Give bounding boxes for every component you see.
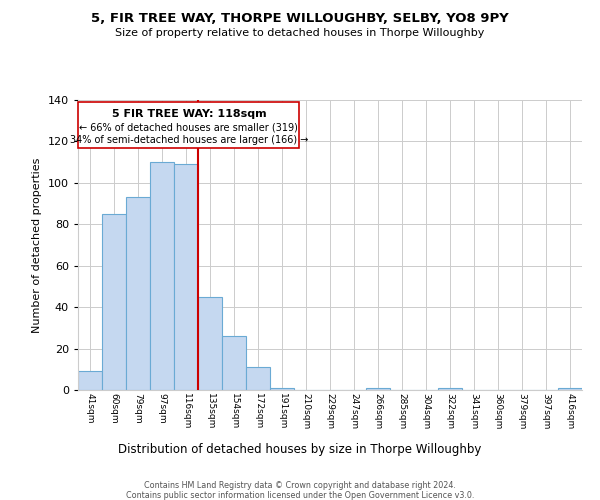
FancyBboxPatch shape [79,102,299,148]
Y-axis label: Number of detached properties: Number of detached properties [32,158,42,332]
Bar [102,214,126,390]
Bar [366,388,390,390]
Text: Contains HM Land Registry data © Crown copyright and database right 2024.: Contains HM Land Registry data © Crown c… [144,481,456,490]
Bar [558,388,582,390]
Bar [438,388,462,390]
Text: ← 66% of detached houses are smaller (319): ← 66% of detached houses are smaller (31… [79,123,298,133]
Text: Contains public sector information licensed under the Open Government Licence v3: Contains public sector information licen… [126,491,474,500]
Bar [198,297,222,390]
Text: 5 FIR TREE WAY: 118sqm: 5 FIR TREE WAY: 118sqm [112,110,266,120]
Text: 5, FIR TREE WAY, THORPE WILLOUGHBY, SELBY, YO8 9PY: 5, FIR TREE WAY, THORPE WILLOUGHBY, SELB… [91,12,509,26]
Bar [174,164,198,390]
Text: Distribution of detached houses by size in Thorpe Willoughby: Distribution of detached houses by size … [118,442,482,456]
Bar [222,336,246,390]
Bar [78,372,102,390]
Bar [246,367,270,390]
Text: Size of property relative to detached houses in Thorpe Willoughby: Size of property relative to detached ho… [115,28,485,38]
Bar [270,388,294,390]
Bar [150,162,174,390]
Bar [126,198,150,390]
Text: 34% of semi-detached houses are larger (166) →: 34% of semi-detached houses are larger (… [70,135,308,145]
